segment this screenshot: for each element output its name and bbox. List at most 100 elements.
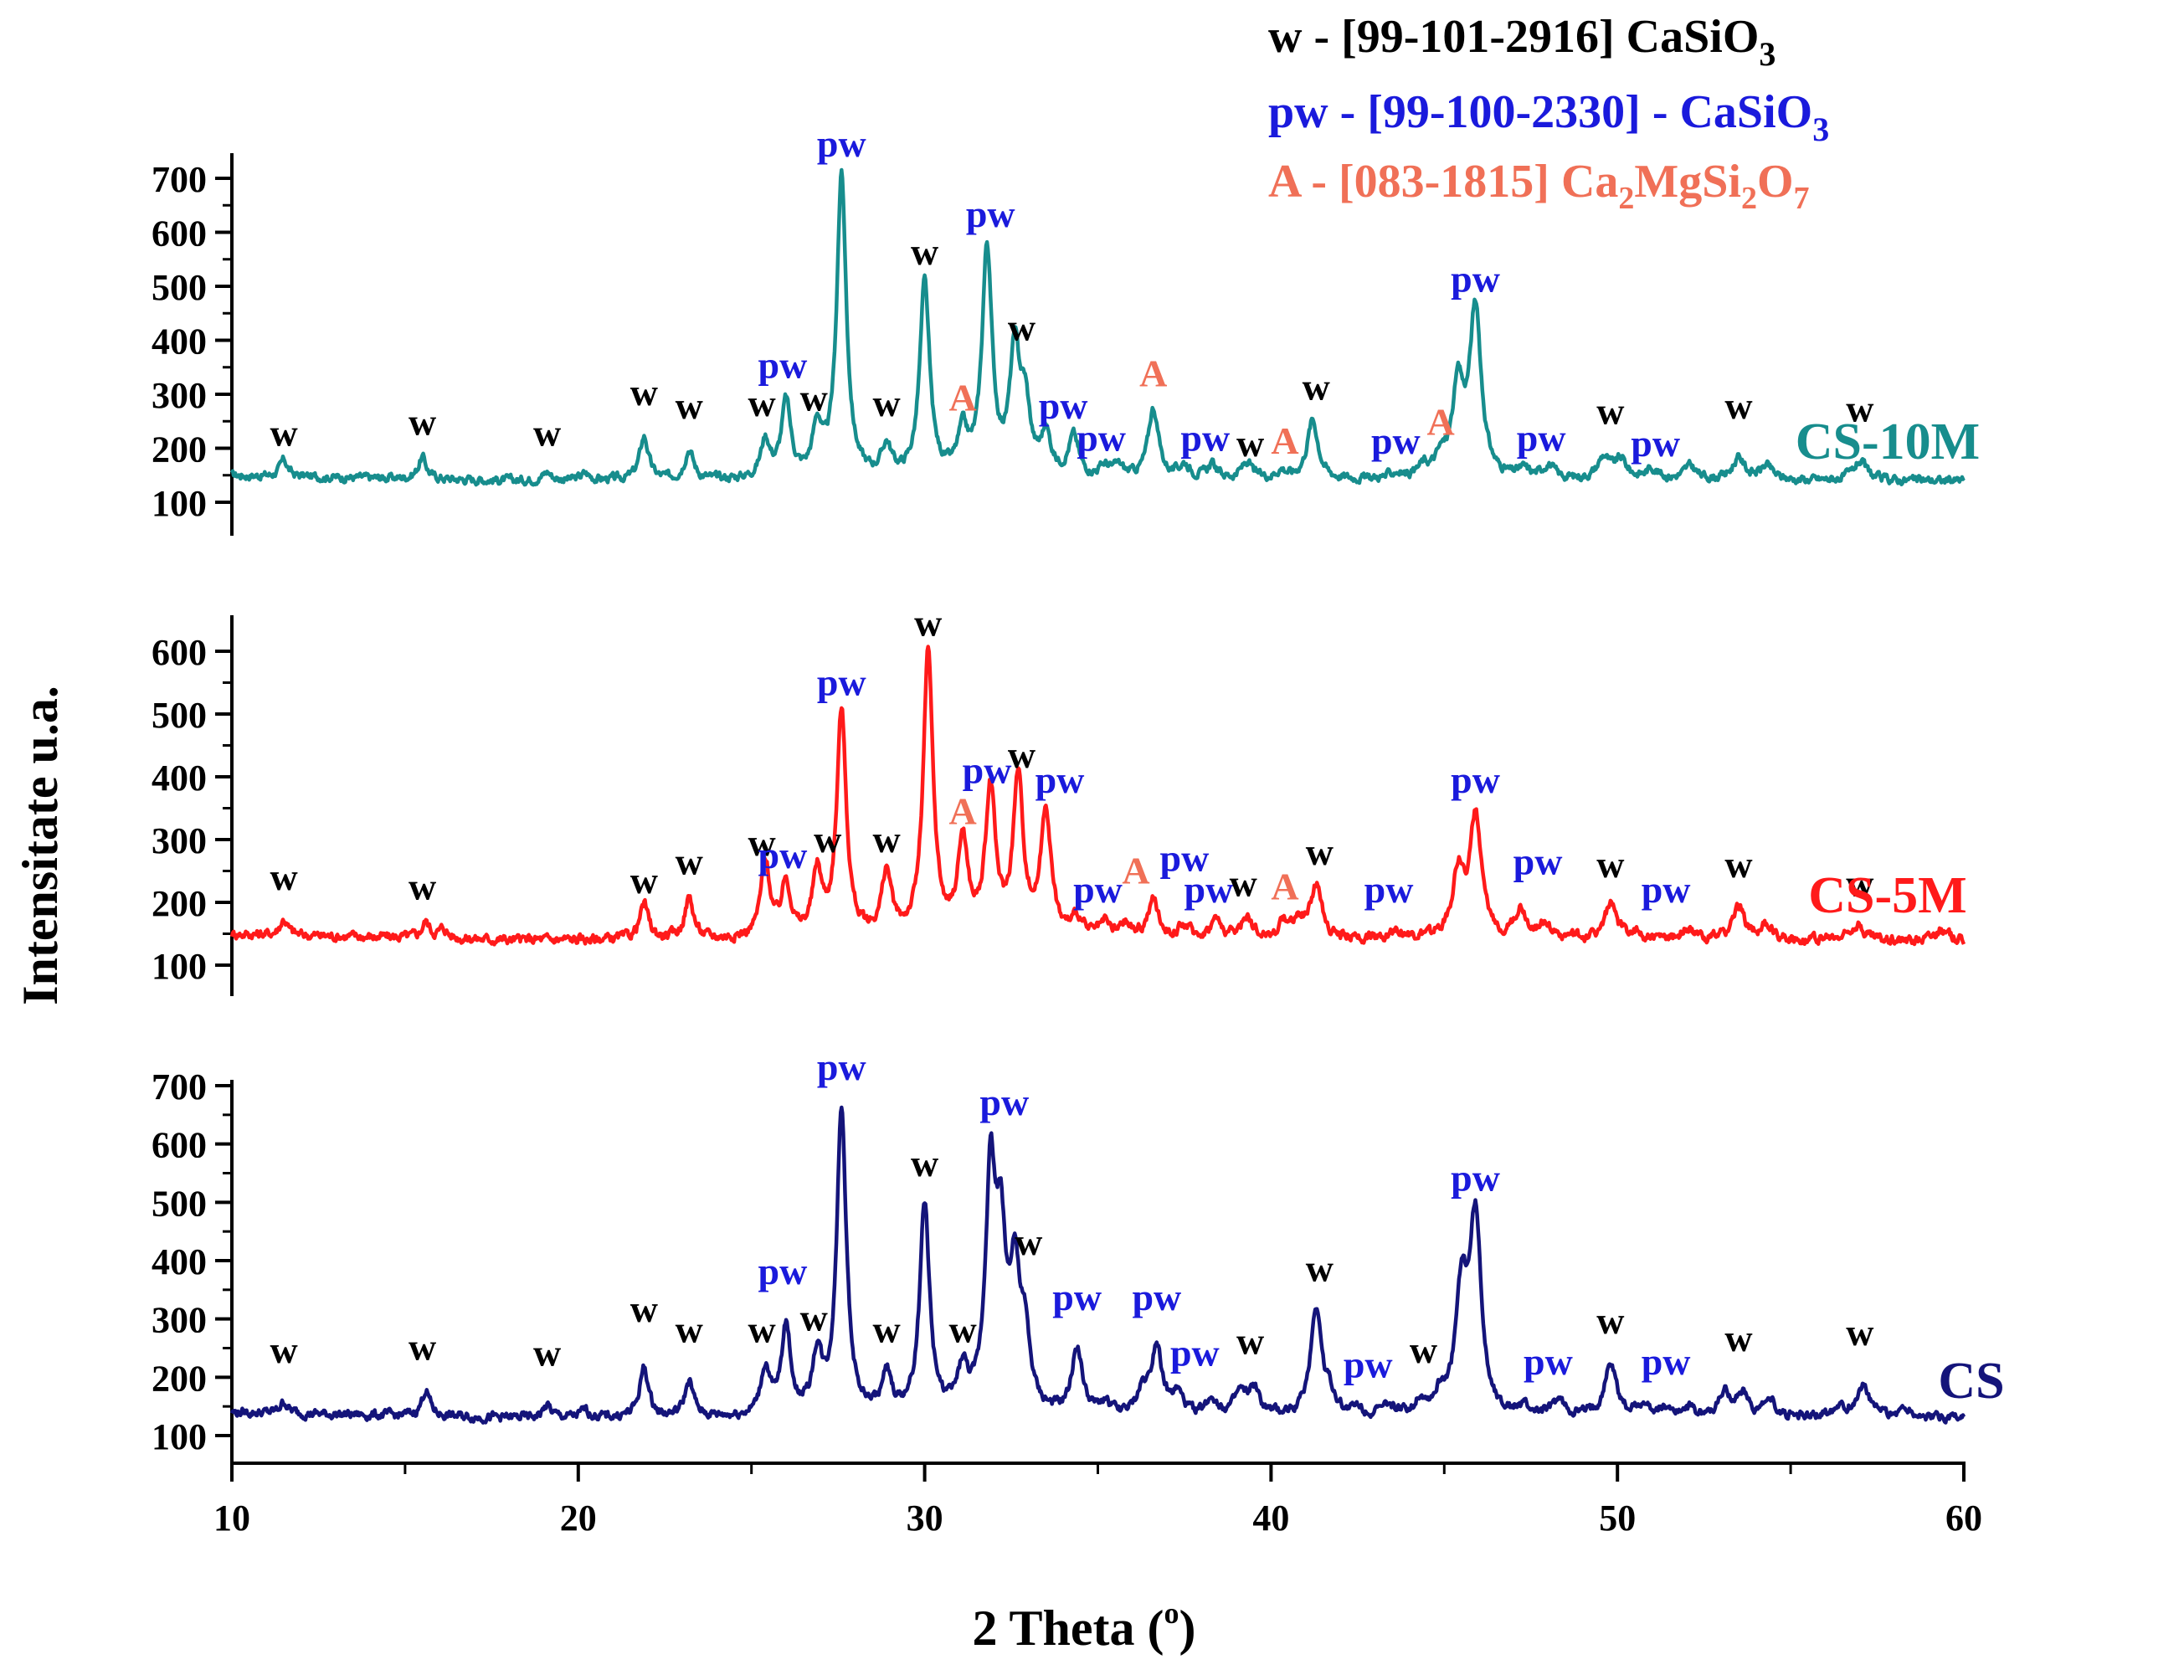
peak-label-w: w [1724, 1317, 1752, 1359]
x-tick-label: 50 [1599, 1498, 1636, 1539]
peak-label-w: w [872, 818, 900, 861]
peak-label-w: w [748, 1308, 775, 1351]
y-tick-label: 200 [152, 1358, 207, 1399]
x-tick-label: 40 [1252, 1498, 1289, 1539]
x-tick-label: 10 [213, 1498, 250, 1539]
y-tick-label: 500 [152, 1183, 207, 1224]
x-tick-label: 20 [560, 1498, 597, 1539]
x-axis: 10 20 30 40 50 60 [213, 1462, 1982, 1539]
panel-name: CS [1938, 1353, 2004, 1410]
peak-label-pw: pw [758, 1250, 808, 1292]
peak-label-w: w [409, 400, 436, 443]
peak-label-pw: pw [1451, 1156, 1500, 1199]
legend-entry-pw: pw - [99-100-2330] - CaSiO3 [1268, 86, 1829, 148]
y-tick-label: 600 [152, 1125, 207, 1166]
peak-label-a: A [1139, 352, 1167, 394]
y-tick-label: 200 [152, 429, 207, 470]
peak-label-w: w [533, 1331, 561, 1374]
peak-label-w: w [872, 382, 900, 424]
peak-label-a: A [1427, 400, 1455, 443]
peak-label-w: w [1724, 384, 1752, 427]
legend-entry-a: A - [083-1815] Ca2MgSi2O7 [1268, 156, 1810, 216]
legend: w - [99-101-2916] CaSiO3 pw - [99-100-233… [1268, 11, 1829, 216]
y-tick-label: 400 [152, 1241, 207, 1282]
peak-label-w: w [270, 411, 297, 454]
peak-label-pw: pw [1180, 417, 1230, 460]
peak-label-pw: pw [1344, 1343, 1393, 1385]
series-line-cs-5m [229, 645, 1966, 947]
peak-label-w: w [872, 1308, 900, 1351]
peak-label-w: w [1724, 843, 1752, 886]
y-tick-label: 500 [152, 695, 207, 736]
peak-label-w: w [1236, 422, 1264, 465]
y-tick-label: 600 [152, 213, 207, 254]
peak-label-pw: pw [1642, 868, 1691, 911]
peak-label-pw: pw [963, 749, 1012, 792]
x-tick-label: 60 [1945, 1498, 1982, 1539]
peak-label-w: w [1410, 1328, 1437, 1371]
peak-label-w: w [1230, 862, 1257, 905]
peak-label-w: w [1303, 365, 1330, 408]
peak-label-w: w [1596, 843, 1624, 886]
peak-label-w: w [1846, 1311, 1873, 1354]
peak-label-pw: pw [1524, 1340, 1573, 1383]
peak-label-pw: pw [1631, 422, 1680, 465]
peak-label-w: w [270, 855, 297, 898]
peak-label-pw: pw [1642, 1340, 1691, 1383]
peak-label-pw: pw [966, 193, 1015, 235]
peak-label-w: w [1846, 387, 1873, 429]
peak-label-w: w [1846, 862, 1873, 905]
panel-name: CS-5M [1808, 867, 1966, 924]
peak-label-w: w [630, 859, 658, 902]
peak-label-pw: pw [758, 344, 808, 387]
peak-label-pw: pw [1513, 840, 1563, 882]
y-tick-label: 300 [152, 1300, 207, 1341]
peak-label-pw: pw [1371, 419, 1421, 462]
y-axis-title: Intensitate u.a. [13, 686, 68, 1005]
peak-label-w: w [676, 840, 703, 882]
peak-label-a: A [1122, 850, 1149, 892]
peak-label-w: w [1008, 733, 1035, 776]
peak-label-a: A [949, 789, 977, 832]
peak-label-w: w [1306, 1246, 1334, 1289]
y-tick-label: 100 [152, 483, 207, 524]
peak-label-pw: pw [1451, 257, 1500, 300]
legend-entry-w: w - [99-101-2916] CaSiO3 [1268, 11, 1775, 73]
y-tick-label: 700 [152, 159, 207, 200]
y-tick-label: 400 [152, 758, 207, 799]
series-line-cs-10m [229, 167, 1966, 487]
peak-label-pw: pw [1451, 758, 1500, 801]
peak-label-pw: pw [1170, 1331, 1220, 1374]
peak-label-pw: pw [979, 1081, 1029, 1123]
x-tick-label: 30 [907, 1498, 943, 1539]
panel-name: CS-10M [1796, 414, 1980, 470]
peak-label-pw: pw [1035, 758, 1085, 801]
peak-label-w: w [1596, 389, 1624, 432]
peak-label-w: w [914, 601, 942, 644]
peak-label-w: w [748, 821, 775, 864]
peak-label-pw: pw [1077, 417, 1126, 460]
peak-label-w: w [1236, 1319, 1264, 1362]
peak-label-w: w [814, 818, 841, 861]
peak-label-w: w [409, 865, 436, 907]
peak-label-w: w [911, 1142, 938, 1184]
y-tick-label: 200 [152, 883, 207, 924]
peak-label-pw: pw [1052, 1276, 1102, 1318]
peak-label-a: A [1271, 419, 1298, 462]
peak-label-pw: pw [1160, 837, 1210, 880]
peak-label-w: w [800, 1297, 828, 1339]
peak-label-w: w [676, 1308, 703, 1351]
y-tick-label: 300 [152, 375, 207, 416]
peak-label-pw: pw [817, 661, 866, 704]
peak-label-w: w [270, 1328, 297, 1371]
peak-label-w: w [533, 411, 561, 454]
y-tick-label: 400 [152, 321, 207, 362]
peak-label-w: w [630, 371, 658, 414]
y-tick-label: 300 [152, 820, 207, 861]
peak-label-w: w [409, 1325, 436, 1368]
y-tick-label: 700 [152, 1066, 207, 1107]
